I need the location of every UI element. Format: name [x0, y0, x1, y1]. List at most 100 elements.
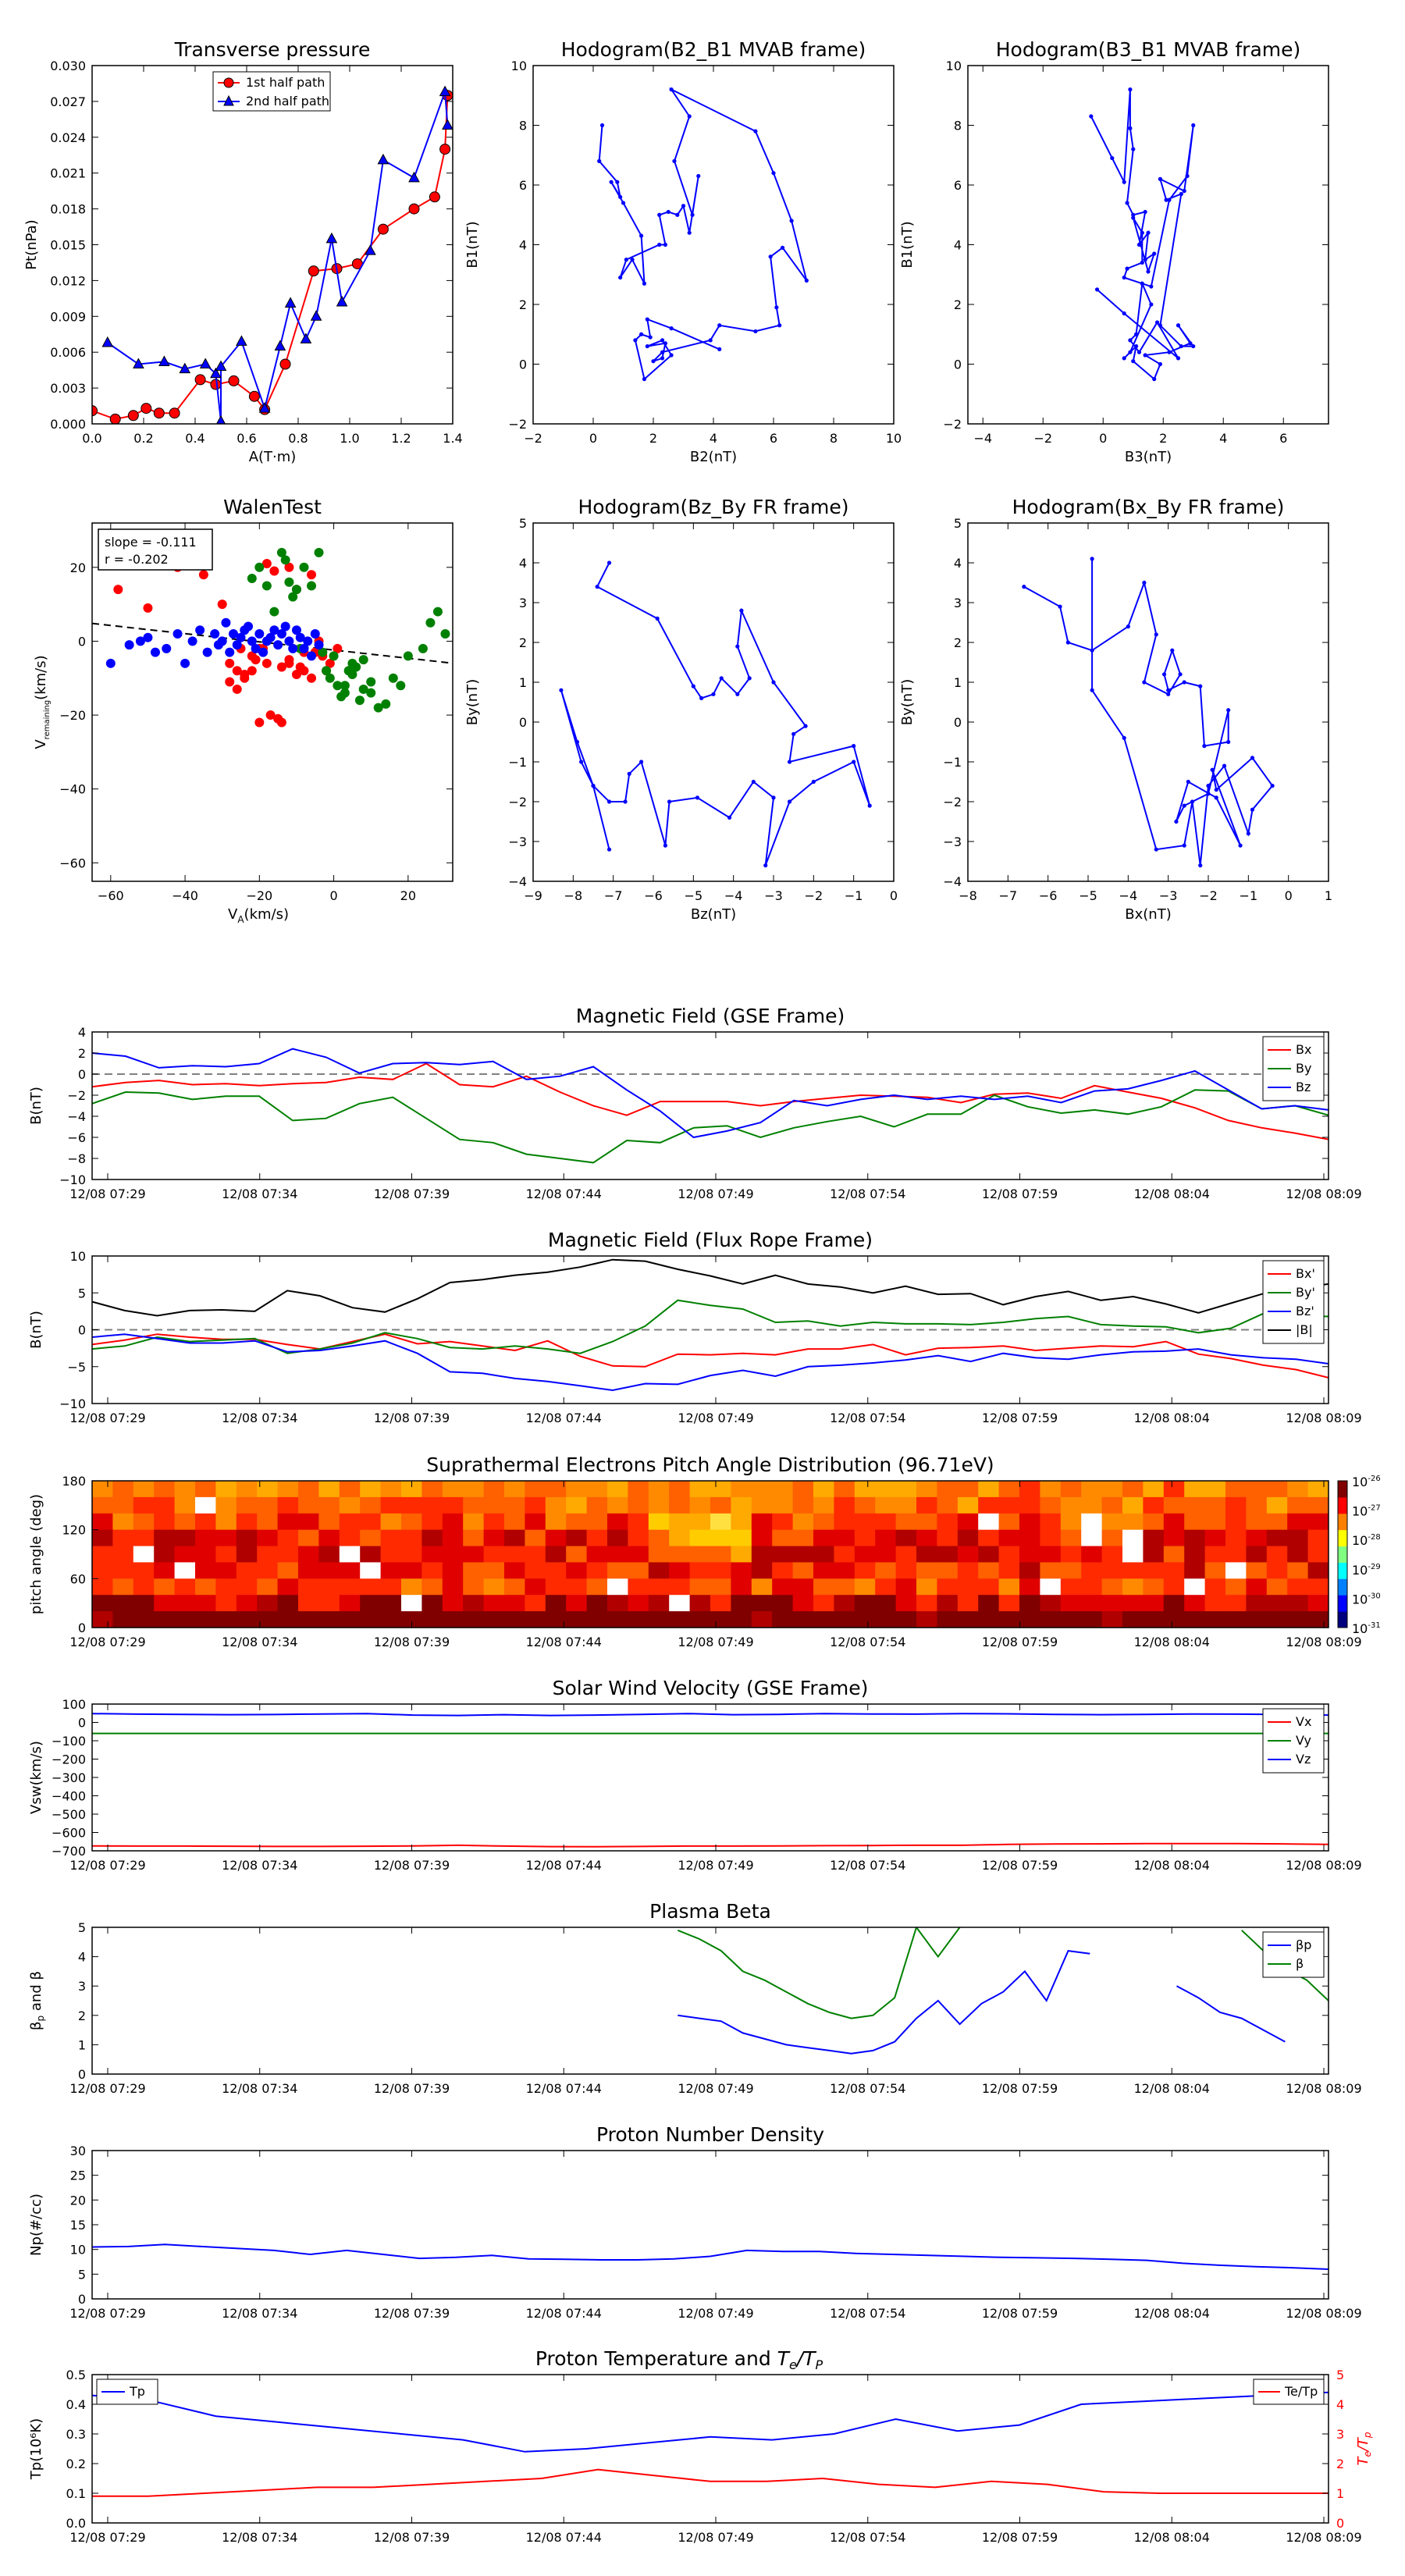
- time-tick-label: 12/08 07:59: [982, 1187, 1058, 1201]
- beta-β_p-line: [678, 1950, 1090, 2055]
- heatmap-cell: [834, 1513, 855, 1531]
- x-tick-label: −40: [172, 888, 198, 903]
- hodo2-point: [1179, 191, 1183, 197]
- hodo1-point: [645, 343, 649, 349]
- x-tick-label: −4: [973, 431, 992, 446]
- time-tick-label: 12/08 08:09: [1286, 2530, 1361, 2545]
- hodo3-point: [595, 585, 599, 589]
- hodo3-point: [771, 795, 776, 800]
- tp-legends: Tp Te/Tp: [96, 2379, 1325, 2405]
- heatmap-cell: [463, 1595, 485, 1612]
- heatmap-cell: [236, 1611, 258, 1628]
- y-tick-label: 10: [70, 2243, 86, 2258]
- heatmap-cell: [792, 1578, 814, 1596]
- chart-title: Hodogram(Bx_By FR frame): [1012, 496, 1285, 518]
- hodo2-point: [1164, 197, 1168, 202]
- walen-point: [269, 625, 279, 635]
- hodo2-point: [1152, 251, 1157, 256]
- x-tick-label: 1.0: [340, 431, 359, 446]
- heatmap-cell: [1143, 1578, 1165, 1596]
- heatmap-cell: [298, 1578, 319, 1596]
- hodo1-point: [768, 254, 773, 259]
- chart-title: Transverse pressure: [174, 38, 371, 61]
- hodo2-point: [1094, 287, 1100, 292]
- heatmap-cell: [236, 1562, 258, 1579]
- hodo4-point: [1250, 807, 1255, 812]
- colorbar-exp: -26: [1368, 1475, 1380, 1483]
- heatmap-cell: [1081, 1496, 1103, 1514]
- annotation-box: [98, 528, 213, 571]
- y-tick-label: 2: [78, 2008, 86, 2023]
- walen-point: [105, 658, 116, 668]
- heatmap-cell: [442, 1611, 464, 1628]
- y-tick-label: 2: [954, 297, 962, 312]
- x-tick-label: 4: [710, 431, 717, 446]
- heatmap-cell: [545, 1529, 567, 1547]
- pt-point: [169, 407, 180, 419]
- heatmap-cell: [1246, 1611, 1268, 1628]
- y-tick-label: 10: [511, 59, 527, 73]
- heatmap-cell: [689, 1578, 711, 1596]
- heatmap-cell: [957, 1611, 979, 1628]
- time-tick-label: 12/08 08:04: [1134, 1858, 1210, 1873]
- heatmap-cell: [895, 1529, 917, 1547]
- heatmap-cell: [689, 1546, 711, 1563]
- pt-point: [140, 403, 152, 415]
- heatmap-cell: [669, 1546, 691, 1563]
- walen-point: [198, 570, 208, 580]
- heatmap-cell: [195, 1481, 216, 1498]
- heatmap-cell: [998, 1578, 1020, 1596]
- time-tick-label: 12/08 07:29: [69, 2306, 145, 2321]
- walen-point: [225, 658, 235, 668]
- heatmap-cell: [1122, 1611, 1144, 1628]
- heatmap-cell: [339, 1611, 361, 1628]
- heatmap-cell: [1204, 1595, 1226, 1612]
- hodo3-point: [623, 799, 628, 804]
- heatmap-cell: [1204, 1546, 1226, 1563]
- heatmap-cell: [92, 1481, 113, 1498]
- b_gse-plot: [92, 1048, 1329, 1164]
- colorbar-exp: -30: [1368, 1592, 1380, 1600]
- heatmap-cell: [525, 1481, 546, 1498]
- hodo2-point: [1122, 180, 1126, 184]
- walen-point: [333, 643, 343, 653]
- hodo4-point: [1214, 788, 1218, 792]
- y-tick-label: 0.021: [50, 166, 86, 181]
- pt-point: [365, 244, 376, 255]
- pt-point: [377, 153, 389, 165]
- heatmap-cell: [628, 1513, 649, 1531]
- heatmap-cell: [566, 1595, 588, 1612]
- hodo1-point: [717, 323, 722, 328]
- time-tick-label: 12/08 07:39: [374, 2306, 450, 2321]
- heatmap-cell: [1122, 1562, 1144, 1579]
- heatmap-cell: [277, 1513, 299, 1531]
- time-tick-label: 12/08 08:04: [1134, 2306, 1210, 2321]
- heatmap-cell: [916, 1562, 937, 1579]
- y-tick-label: 2: [519, 297, 527, 312]
- heatmap-cell: [854, 1496, 876, 1514]
- heatmap-cell: [772, 1529, 794, 1547]
- heatmap-cell: [545, 1595, 567, 1612]
- heatmap-cell: [916, 1496, 937, 1514]
- heatmap-cell: [916, 1595, 937, 1612]
- heatmap-cell: [792, 1562, 814, 1579]
- heatmap-cell: [628, 1595, 649, 1612]
- x-tick-label: 0.4: [185, 431, 205, 446]
- walen-point: [322, 666, 332, 676]
- x-tick-label: 0: [589, 431, 597, 446]
- heatmap-cell: [1287, 1496, 1309, 1514]
- heatmap-cell: [1101, 1513, 1123, 1531]
- heatmap-cell: [854, 1611, 876, 1628]
- time-tick-label: 12/08 07:29: [69, 1858, 145, 1873]
- y-tick-label: 3: [519, 596, 527, 610]
- time-tick-label: 12/08 08:04: [1134, 1635, 1210, 1649]
- heatmap-cell: [751, 1513, 773, 1531]
- colorbar-segment: [1338, 1562, 1347, 1579]
- y-tick-label: 6: [519, 178, 527, 193]
- pt-series-line-0: [92, 95, 449, 420]
- walen-point: [265, 710, 276, 720]
- heatmap-cell: [525, 1513, 546, 1531]
- hodo2-frame: [967, 65, 1329, 425]
- heatmap-cell: [112, 1513, 134, 1531]
- colorbar-segment: [1338, 1496, 1347, 1514]
